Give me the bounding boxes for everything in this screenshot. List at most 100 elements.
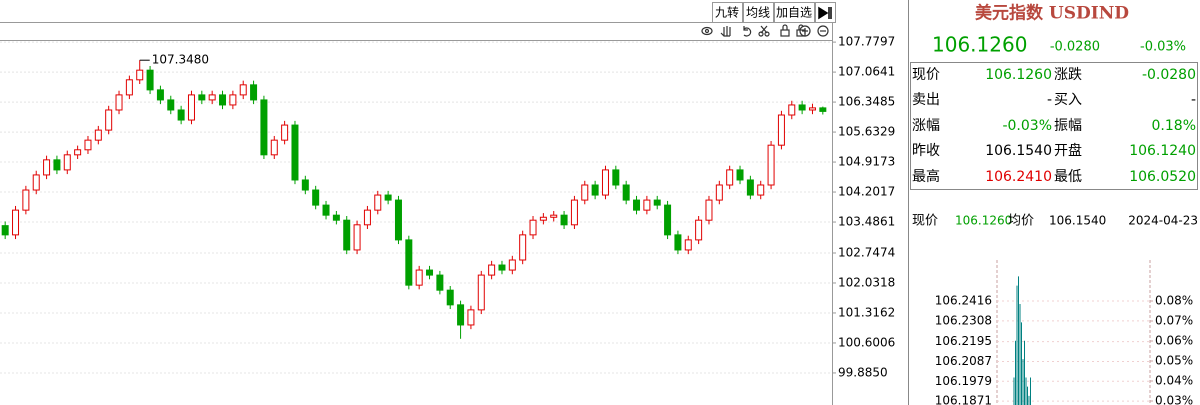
candle-body	[819, 107, 827, 112]
quote-price: 106.1260	[932, 33, 1027, 57]
candle-body	[291, 124, 299, 181]
candle-body	[146, 69, 154, 91]
candle-body	[322, 204, 330, 216]
y-tick-label: 106.1979	[935, 374, 992, 388]
cell-value: -0.03%	[1002, 118, 1052, 134]
candle-body	[653, 199, 661, 206]
candle-body	[270, 139, 278, 156]
candle-body	[84, 139, 92, 151]
candle-body	[612, 169, 620, 186]
candle-body	[426, 269, 434, 276]
candle-body	[446, 289, 454, 306]
y-tick-label: 106.2087	[935, 354, 992, 368]
candle-body	[125, 79, 133, 96]
button-label[interactable]: 均线	[746, 6, 770, 20]
candle-body	[63, 154, 71, 171]
candle-body	[239, 84, 247, 96]
candle-body	[529, 219, 537, 236]
candle-body	[187, 94, 195, 121]
candle-body	[353, 224, 361, 251]
y-tick-label: 106.1871	[935, 394, 992, 405]
candle-body	[94, 129, 102, 141]
candle-body	[260, 99, 268, 156]
candle-body	[12, 209, 20, 236]
candle-body	[32, 174, 40, 191]
candle-body	[198, 94, 206, 101]
y2-tick-label: 0.07%	[1155, 314, 1193, 328]
candle-body	[808, 107, 816, 111]
candle-body	[767, 144, 775, 186]
candle-body	[757, 184, 765, 196]
candle-body	[177, 109, 185, 121]
candle-body	[53, 159, 61, 171]
quote-table	[910, 62, 1198, 190]
y2-tick-label: 0.05%	[1155, 354, 1193, 368]
candle-body	[674, 234, 682, 251]
y-tick-label: 102.0318	[838, 275, 895, 289]
button-label[interactable]: 九转	[715, 5, 739, 20]
candle-body	[156, 89, 164, 101]
quote-change: -0.0280	[1050, 40, 1100, 55]
candle-body	[550, 214, 558, 218]
candle-body	[219, 94, 227, 106]
candle-body	[332, 214, 340, 221]
candle-body	[301, 179, 309, 191]
candle-body	[22, 189, 30, 211]
minute-label: 现价	[912, 214, 938, 229]
collapse-icon[interactable]	[818, 6, 832, 20]
candle-body	[343, 219, 351, 251]
candle-body	[508, 259, 516, 271]
y-tick-label: 107.0641	[838, 65, 895, 79]
candle-body	[736, 169, 744, 181]
candle-body	[436, 274, 444, 291]
tool-icons[interactable]	[701, 24, 829, 37]
cell-label: 开盘	[1054, 142, 1082, 159]
candle-body	[643, 199, 651, 211]
cell-value: -	[1047, 92, 1052, 108]
cell-value: 106.2410	[985, 169, 1052, 185]
cell-label: 现价	[912, 67, 940, 83]
candle-body	[229, 94, 237, 106]
button-label[interactable]: 加自选	[776, 6, 812, 20]
candle-body	[250, 84, 258, 101]
button[interactable]	[743, 2, 774, 23]
cell-label: 最高	[912, 168, 940, 185]
candle-body	[457, 304, 465, 326]
candle-body	[405, 239, 413, 286]
y-tick-label: 105.6329	[838, 125, 895, 139]
candle-body	[498, 264, 506, 271]
candle-body	[695, 219, 703, 241]
candle-body	[788, 104, 796, 116]
y-tick-label: 104.2017	[838, 185, 895, 199]
cell-label: 涨幅	[912, 118, 940, 134]
y-tick-label: 102.7474	[838, 245, 895, 259]
quote-change-pct: -0.03%	[1140, 40, 1186, 55]
candlestick-chart: 99.8850 100.6006 101.3162 102.0318 102.7474 1…	[0, 35, 895, 379]
candle-body	[105, 109, 113, 131]
y-tick-label: 103.4861	[838, 215, 895, 229]
y-tick-label: 106.3485	[838, 95, 895, 109]
cell-value: -	[1191, 92, 1196, 108]
minute-label: 均价	[1008, 214, 1034, 229]
quote-rows: 现价 106.1260 涨跌 -0.0280 卖出 - 买入 - 涨幅 -0.0…	[912, 67, 1196, 185]
cell-label: 卖出	[912, 92, 940, 108]
candle-body	[684, 239, 692, 251]
candle-body	[488, 264, 496, 276]
cell-value: 106.1240	[1129, 143, 1196, 159]
candle-body	[167, 99, 175, 111]
candle-body	[115, 94, 123, 111]
minute-avg: 106.1540	[1049, 214, 1106, 228]
y-tick-label: 101.3162	[838, 305, 895, 319]
cell-value: -0.0280	[1142, 67, 1196, 83]
candle-body	[519, 234, 527, 261]
y-tick-label: 104.9173	[838, 155, 895, 169]
cell-label: 买入	[1054, 92, 1082, 108]
minute-price: 106.1260	[955, 214, 1012, 228]
candle-body	[560, 214, 568, 226]
cell-label: 最低	[1054, 169, 1082, 185]
button[interactable]	[774, 2, 815, 23]
button[interactable]	[712, 2, 743, 23]
y-tick-label: 100.6006	[838, 335, 895, 349]
